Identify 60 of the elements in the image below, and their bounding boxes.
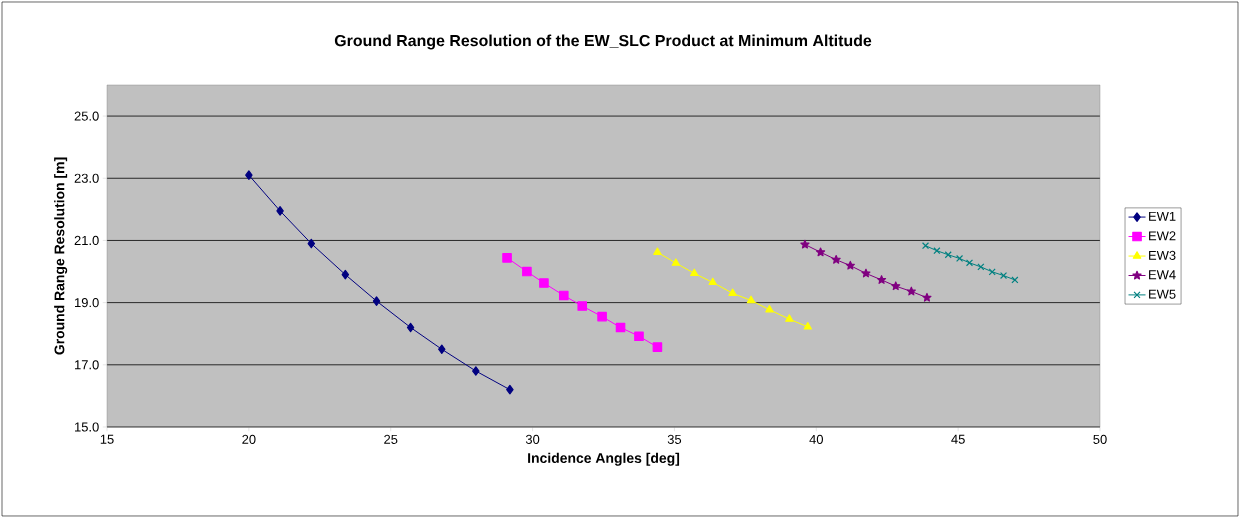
point	[652, 342, 663, 352]
x-axis-title: Incidence Angles [deg]	[528, 452, 680, 466]
y-tick-label: 23.0	[74, 173, 99, 183]
y-tick-label: 25.0	[74, 111, 99, 121]
x-tick-label: 25	[384, 434, 398, 444]
x-tick-label: 20	[242, 434, 256, 444]
point	[861, 268, 871, 278]
point	[746, 295, 756, 304]
point	[708, 277, 717, 286]
chart-title: Ground Range Resolution of the EW_SLC Product at Minimum Altitude	[334, 34, 872, 50]
point	[906, 286, 916, 296]
y-tick-label: 15.0	[75, 422, 99, 432]
point	[438, 344, 446, 355]
legend-label: EW1	[1149, 211, 1176, 221]
point	[577, 301, 588, 311]
x-tick-label: 50	[1093, 434, 1107, 444]
y-tick-label: 19.0	[75, 298, 99, 308]
y-tick-label: 21.0	[74, 235, 99, 246]
point	[831, 254, 841, 264]
point	[245, 170, 253, 180]
point	[671, 258, 681, 266]
point	[307, 238, 316, 249]
point	[891, 281, 901, 291]
point	[785, 314, 794, 322]
legend-label: EW4	[1149, 270, 1176, 280]
point	[965, 259, 974, 267]
x-tick-label: 30	[525, 434, 540, 444]
point	[406, 322, 415, 333]
point	[800, 239, 810, 249]
point	[921, 242, 930, 250]
point	[765, 304, 774, 313]
y-axis-title: Ground Range Resolution [m]	[54, 157, 68, 355]
point	[728, 288, 737, 296]
point	[815, 247, 826, 257]
point	[341, 269, 350, 280]
point	[803, 322, 813, 330]
point	[653, 247, 662, 255]
y-tick-label: 17.0	[75, 360, 99, 370]
point	[502, 253, 512, 263]
point	[506, 384, 514, 395]
legend-label: EW5	[1149, 289, 1176, 299]
point	[634, 331, 644, 341]
point	[558, 290, 569, 301]
x-tick-label: 45	[951, 434, 965, 444]
legend-label: EW3	[1149, 250, 1176, 260]
point	[845, 260, 855, 270]
point	[690, 268, 699, 277]
x-tick-label: 40	[809, 434, 823, 444]
point	[876, 275, 887, 284]
point	[922, 292, 932, 302]
point	[539, 278, 549, 288]
point	[933, 247, 941, 255]
x-tick-label: 35	[667, 434, 682, 444]
point	[372, 296, 381, 306]
point	[597, 311, 607, 322]
point	[472, 366, 480, 376]
legend-label: EW2	[1149, 231, 1176, 241]
point	[276, 206, 284, 216]
point	[522, 266, 532, 277]
x-tick-label: 15	[100, 434, 114, 444]
